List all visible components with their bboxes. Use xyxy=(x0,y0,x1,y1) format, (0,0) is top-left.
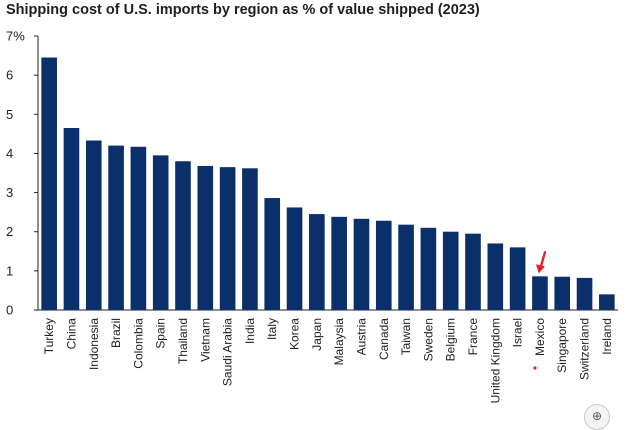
bar-belgium xyxy=(442,231,459,310)
bar-spain xyxy=(152,155,169,310)
bar-colombia xyxy=(130,146,147,310)
bar-israel xyxy=(509,247,526,310)
x-tick-label: Saudi Arabia xyxy=(221,318,235,386)
y-tick-label: 4 xyxy=(6,146,13,161)
x-tick-label: India xyxy=(243,318,257,344)
x-tick-label: Singapore xyxy=(555,318,569,373)
x-tick-label: China xyxy=(64,318,78,350)
x-tick-label: Mexico xyxy=(533,318,547,356)
x-tick-label: Sweden xyxy=(421,318,435,361)
x-tick-label: Turkey xyxy=(42,318,56,354)
bar-austria xyxy=(353,218,370,310)
y-tick-label: 5 xyxy=(6,107,13,122)
bar-taiwan xyxy=(398,224,414,310)
x-tick-label: Colombia xyxy=(131,318,145,369)
y-tick-label: 3 xyxy=(6,185,13,200)
y-tick-label: 7% xyxy=(6,29,25,44)
bar-mexico xyxy=(532,276,548,310)
x-tick-label: Austria xyxy=(354,318,368,356)
x-tick-label: Vietnam xyxy=(198,318,212,362)
bar-japan xyxy=(309,214,325,310)
x-axis-labels: Turkey China Indonesia Brazil Colombia Spain T… xyxy=(42,318,614,404)
annotation-arrowhead xyxy=(535,264,545,274)
bars xyxy=(41,57,615,311)
bar-switzerland xyxy=(576,277,593,310)
bar-sweden xyxy=(420,227,437,310)
bar-canada xyxy=(375,220,392,310)
bar-turkey xyxy=(41,57,57,310)
bar-thailand xyxy=(175,161,191,310)
y-tick-label: 0 xyxy=(6,303,13,318)
y-tick-label: 2 xyxy=(6,224,13,239)
bar-singapore xyxy=(554,276,571,310)
x-tick-label: Indonesia xyxy=(87,318,101,370)
x-tick-label: Italy xyxy=(265,318,279,340)
zoom-icon[interactable]: ⊕ xyxy=(584,404,610,430)
y-tick-label: 1 xyxy=(6,263,13,278)
x-tick-label: Thailand xyxy=(176,318,190,364)
x-tick-label: Korea xyxy=(288,318,302,350)
x-tick-label: Spain xyxy=(154,318,168,349)
x-tick-label: France xyxy=(466,318,480,356)
bar-ireland xyxy=(599,294,615,310)
x-tick-label: Canada xyxy=(377,318,391,360)
bar-china xyxy=(63,127,80,311)
bar-brazil xyxy=(108,145,124,310)
x-tick-label: United Kingdom xyxy=(488,318,502,403)
x-tick-label: Israel xyxy=(511,318,525,347)
bar-france xyxy=(465,233,481,310)
bar-italy xyxy=(264,198,281,310)
bar-chart: 0 1 2 3 4 5 6 7% Turkey China Indonesia Brazil Colo… xyxy=(6,29,618,404)
chart-title: Shipping cost of U.S. imports by region … xyxy=(6,2,480,18)
x-tick-label: Belgium xyxy=(444,318,458,361)
y-tick-label: 6 xyxy=(6,68,13,83)
x-tick-label: Ireland xyxy=(600,318,614,355)
mexico-annotation xyxy=(533,251,547,370)
x-tick-label: Malaysia xyxy=(332,318,346,366)
bar-indonesia xyxy=(85,140,102,310)
bar-korea xyxy=(286,207,303,310)
x-tick-label: Switzerland xyxy=(578,318,592,380)
x-tick-label: Brazil xyxy=(109,318,123,348)
bar-malaysia xyxy=(331,216,347,310)
bar-india xyxy=(242,168,258,310)
x-tick-label: Japan xyxy=(310,318,324,351)
bar-united-kingdom xyxy=(487,243,504,310)
x-tick-label: Taiwan xyxy=(399,318,413,355)
annotation-arrow xyxy=(539,251,547,268)
annotation-dot xyxy=(533,366,537,370)
bar-vietnam xyxy=(197,165,214,310)
bar-saudi-arabia xyxy=(219,167,236,310)
